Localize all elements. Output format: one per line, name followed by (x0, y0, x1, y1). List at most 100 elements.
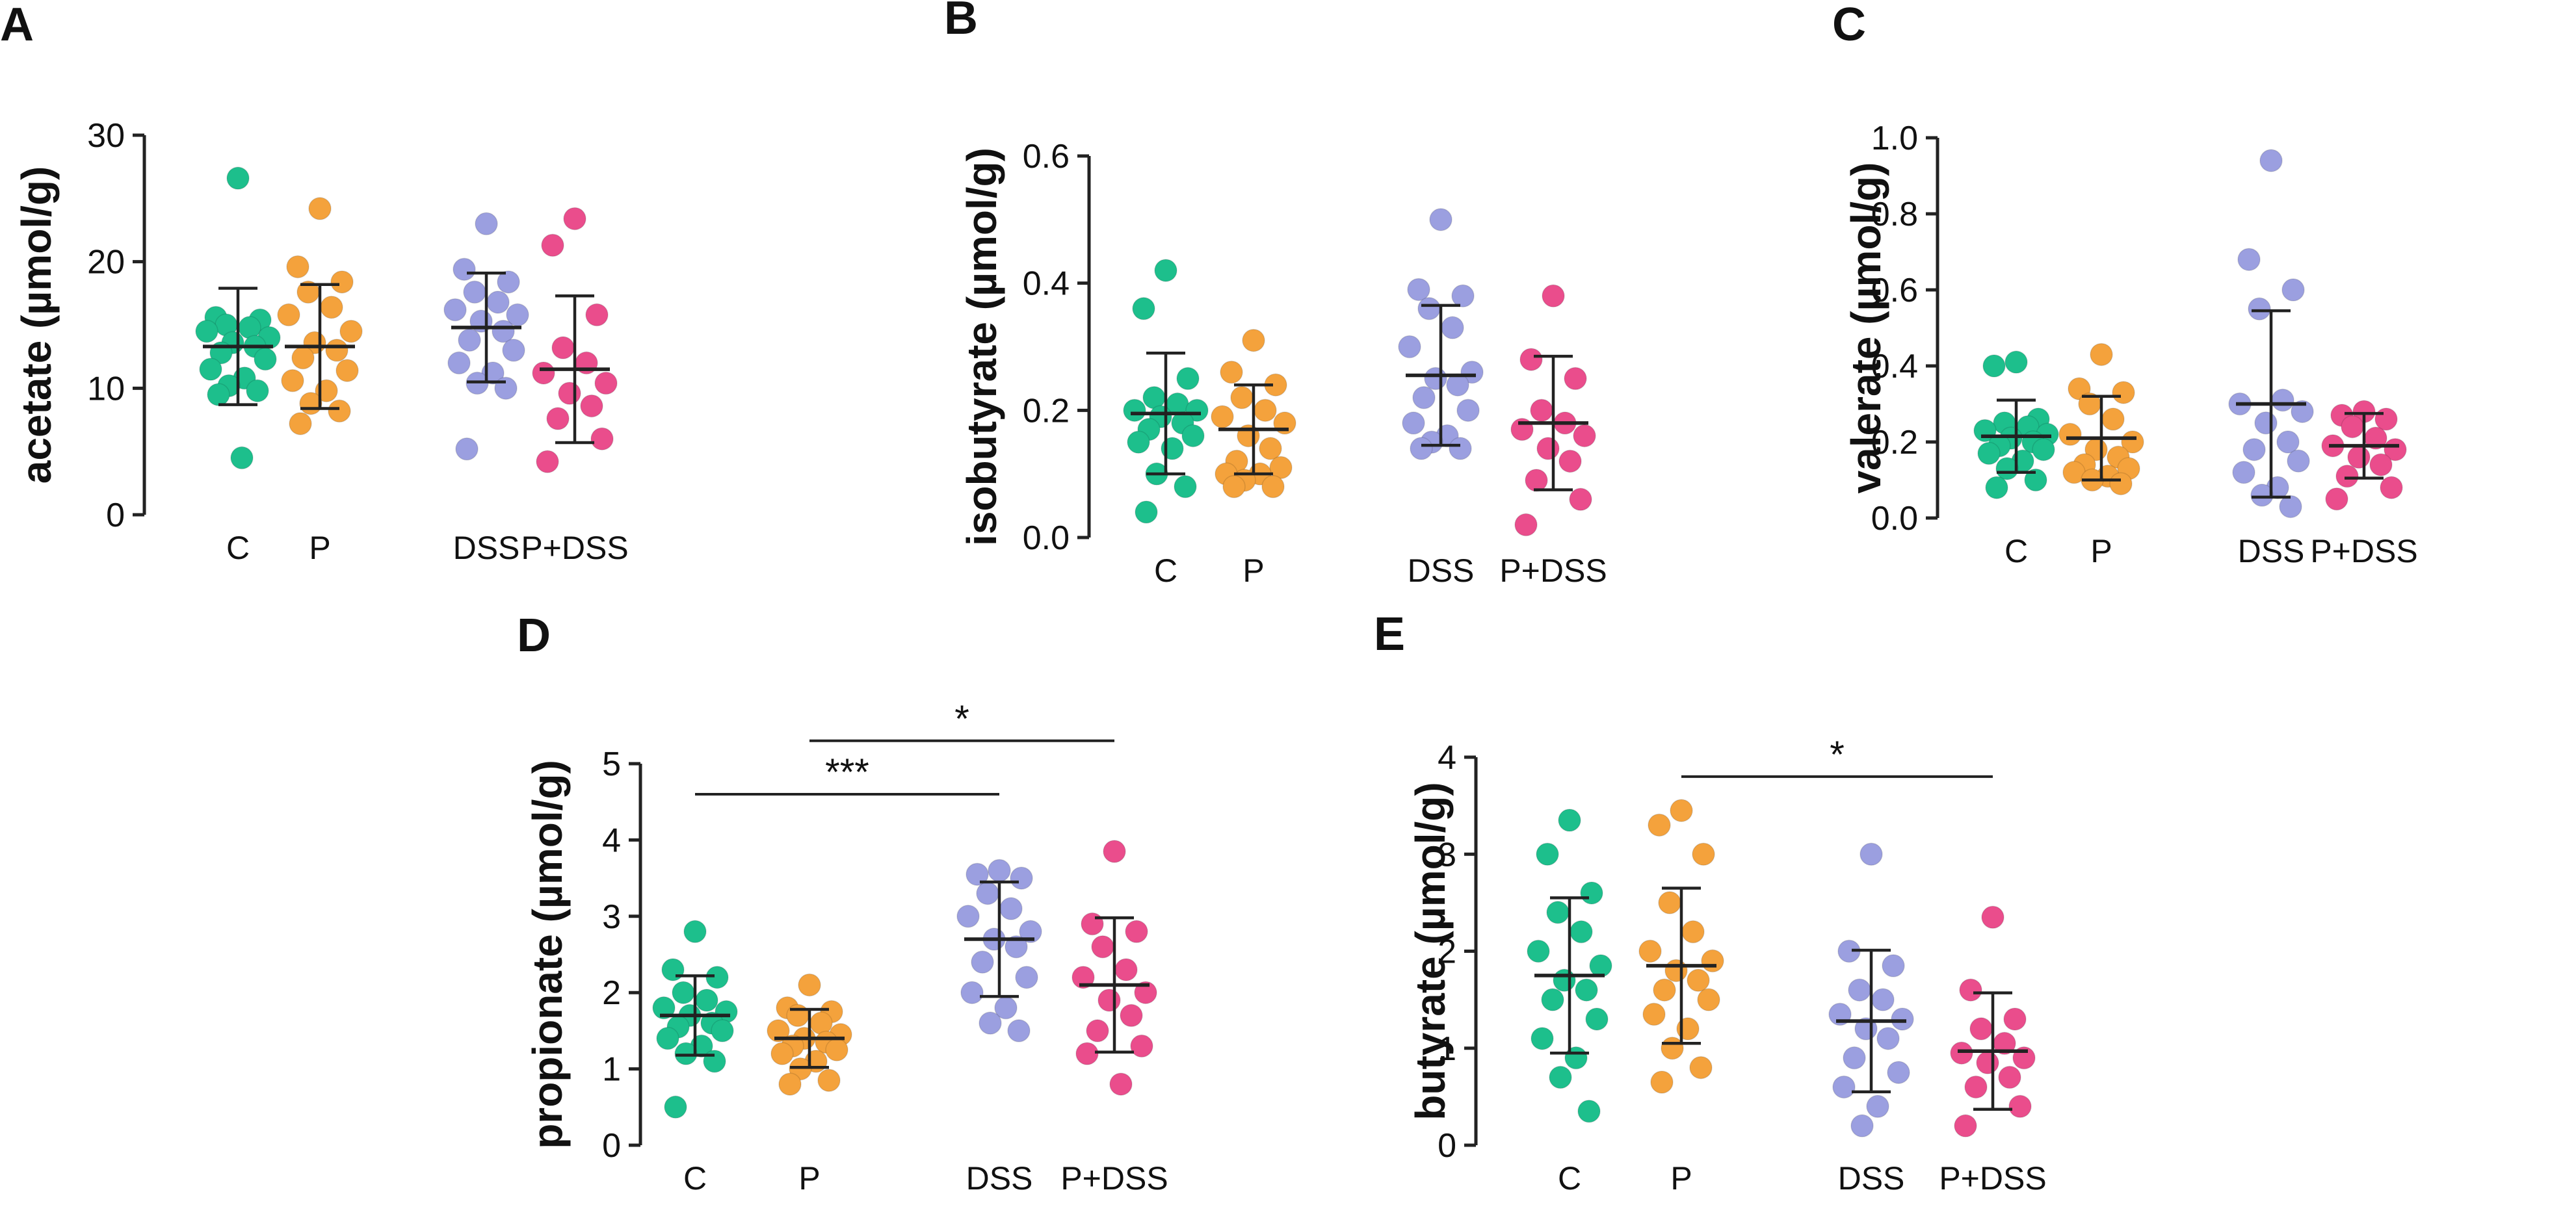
data-point (1541, 988, 1564, 1011)
data-point (2250, 484, 2274, 507)
data-point (999, 897, 1023, 920)
y-tick-label: 20 (87, 244, 125, 281)
category-label: C (683, 1160, 707, 1197)
data-point (1398, 335, 1421, 359)
data-point (339, 319, 363, 343)
y-axis-label: propionate (µmol/g) (524, 760, 571, 1149)
data-point (453, 257, 476, 281)
group-C (1527, 809, 1612, 1123)
data-point (1181, 424, 1205, 448)
data-point (1120, 1004, 1143, 1028)
data-point (475, 212, 498, 236)
group-P (1638, 799, 1724, 1094)
data-point (580, 394, 603, 418)
data-point (289, 412, 312, 435)
data-point (1664, 959, 1688, 983)
data-point (1114, 958, 1138, 981)
data-point (1259, 437, 1282, 460)
y-tick-label: 2 (602, 974, 621, 1012)
y-tick-label: 4 (602, 822, 621, 859)
data-point (1871, 988, 1895, 1011)
group-P (1211, 328, 1296, 499)
data-point (594, 371, 618, 395)
panel-letter: E (1374, 608, 1405, 660)
group-C (1973, 350, 2059, 499)
data-point (2374, 408, 2398, 431)
data-point (672, 981, 695, 1004)
y-tick-label: 4 (1438, 739, 1456, 777)
data-point (2271, 388, 2294, 412)
data-point (2003, 1007, 2027, 1031)
data-point (2254, 411, 2278, 435)
data-point (546, 407, 570, 430)
y-tick-label: 0 (602, 1127, 621, 1165)
group-DSS (956, 859, 1042, 1043)
data-point (767, 1019, 790, 1043)
group-P+DSS (2321, 400, 2407, 511)
data-point (1086, 1019, 1109, 1043)
data-point (2276, 430, 2300, 454)
data-point (1460, 360, 1484, 384)
data-point (988, 859, 1011, 883)
y-tick-label: 0.0 (1023, 519, 1070, 557)
data-point (1876, 1027, 1900, 1050)
data-point (1580, 881, 1603, 905)
category-label: C (1154, 552, 1177, 589)
data-point (825, 1038, 848, 1061)
data-point (1653, 978, 1676, 1002)
data-point (1402, 411, 1425, 435)
data-point (1589, 954, 1612, 978)
significance-label: * (1830, 734, 1845, 776)
data-point (1125, 920, 1148, 944)
data-point (979, 1011, 1002, 1035)
data-point (532, 361, 555, 385)
panel-letter: B (944, 0, 978, 44)
data-point (443, 298, 467, 322)
y-tick-label: 0.2 (1871, 424, 1918, 461)
data-point (458, 328, 481, 352)
panel-letter: A (0, 0, 34, 51)
data-point (1075, 1042, 1099, 1065)
data-point (2291, 400, 2314, 423)
data-point (1998, 1065, 2021, 1089)
data-point (656, 1026, 679, 1050)
data-point (226, 166, 250, 190)
data-point (1220, 360, 1243, 384)
category-label: DSS (966, 1160, 1033, 1197)
data-point (778, 1072, 802, 1096)
y-tick-label: 3 (602, 898, 621, 936)
data-point (2281, 278, 2305, 302)
data-point (1071, 965, 1095, 989)
data-point (2380, 476, 2403, 499)
data-point (1154, 259, 1177, 282)
group-DSS (1398, 208, 1484, 460)
data-point (2008, 1095, 2032, 1119)
data-point (1407, 278, 1430, 302)
category-label: C (1558, 1160, 1581, 1197)
data-point (2112, 381, 2135, 404)
data-point (291, 346, 315, 370)
data-point (563, 207, 586, 231)
data-point (335, 359, 359, 382)
significance-label: *** (825, 751, 869, 794)
category-label: P (798, 1160, 820, 1197)
data-point (325, 339, 348, 362)
data-point (1441, 316, 1464, 339)
data-point (551, 336, 575, 359)
data-point (2101, 408, 2125, 431)
data-point (277, 303, 300, 327)
group-DSS (2228, 149, 2314, 519)
data-point (1950, 1041, 1973, 1065)
data-point (705, 965, 729, 989)
data-point (1130, 1034, 1153, 1058)
category-label: P+DSS (1499, 552, 1607, 589)
data-point (1969, 1017, 1993, 1041)
group-P+DSS (532, 207, 618, 473)
data-point (1638, 939, 1662, 963)
category-label: P+DSS (521, 530, 628, 566)
panel-letter: D (517, 610, 551, 662)
data-point (1254, 398, 1277, 422)
data-point (1531, 1027, 1554, 1050)
data-point (1701, 949, 1724, 973)
